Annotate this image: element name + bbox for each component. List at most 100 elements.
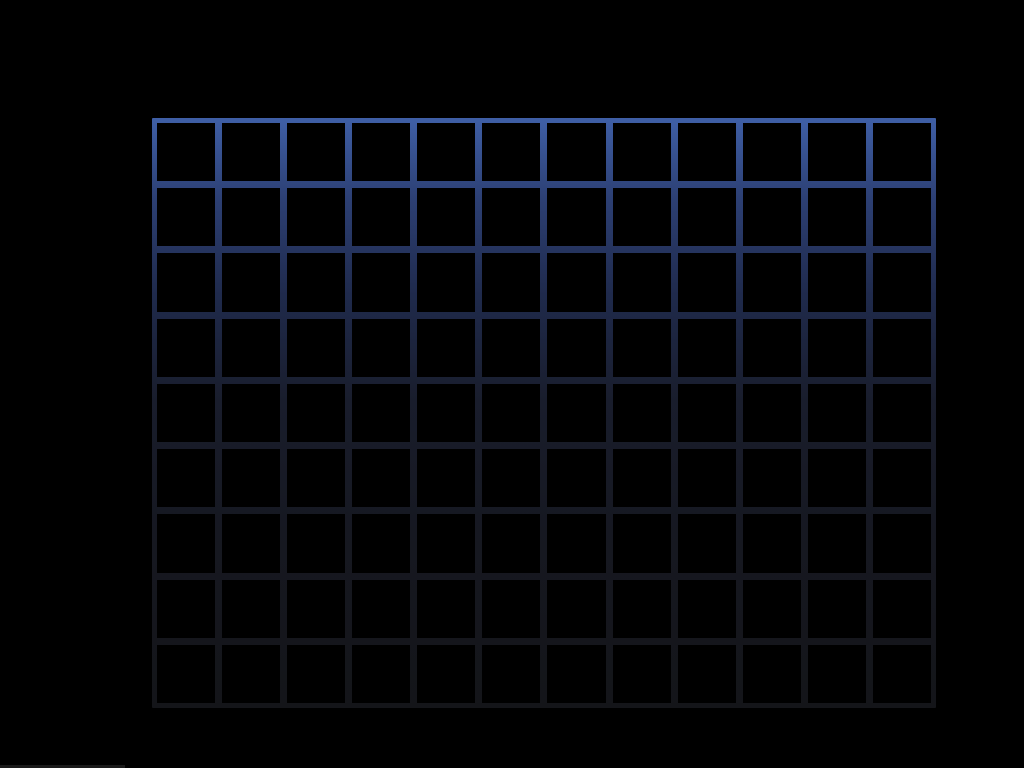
board-cell[interactable] — [547, 514, 606, 573]
board-cell[interactable] — [222, 579, 281, 638]
board-cell[interactable] — [677, 253, 736, 312]
board-cell[interactable] — [287, 123, 346, 182]
board-cell[interactable] — [612, 514, 671, 573]
board-cell[interactable] — [417, 253, 476, 312]
board-cell[interactable] — [287, 188, 346, 247]
board-cell[interactable] — [677, 644, 736, 703]
board-cell[interactable] — [807, 579, 866, 638]
board-cell[interactable] — [352, 383, 411, 443]
board-cell[interactable] — [612, 188, 671, 247]
board-cell[interactable] — [872, 318, 931, 377]
board-cell[interactable] — [677, 383, 736, 443]
board-cell[interactable] — [157, 318, 216, 377]
board-cell[interactable] — [287, 514, 346, 573]
board-cell[interactable] — [482, 123, 541, 182]
board-cell[interactable] — [352, 123, 411, 182]
board-cell[interactable] — [742, 383, 801, 443]
board-cell[interactable] — [287, 449, 346, 508]
board-cell[interactable] — [482, 188, 541, 247]
board-cell[interactable] — [157, 253, 216, 312]
board-cell[interactable] — [417, 514, 476, 573]
board-cell[interactable] — [157, 188, 216, 247]
board-cell[interactable] — [547, 318, 606, 377]
board-cell[interactable] — [482, 644, 541, 703]
board-cell[interactable] — [612, 383, 671, 443]
board-cell[interactable] — [222, 188, 281, 247]
board-cell[interactable] — [417, 579, 476, 638]
board-cell[interactable] — [417, 383, 476, 443]
board-cell[interactable] — [807, 644, 866, 703]
board-cell[interactable] — [612, 123, 671, 182]
board-cell[interactable] — [157, 383, 216, 443]
board-cell[interactable] — [807, 514, 866, 573]
board-cell[interactable] — [742, 579, 801, 638]
board-cell[interactable] — [482, 383, 541, 443]
board-cell[interactable] — [482, 579, 541, 638]
board-cell[interactable] — [222, 449, 281, 508]
board-cell[interactable] — [222, 253, 281, 312]
board-cell[interactable] — [677, 579, 736, 638]
board-cell[interactable] — [352, 253, 411, 312]
board-cell[interactable] — [352, 644, 411, 703]
board-cell[interactable] — [352, 514, 411, 573]
board-cell[interactable] — [352, 449, 411, 508]
board-cell[interactable] — [352, 318, 411, 377]
board-cell[interactable] — [482, 318, 541, 377]
board-cell[interactable] — [222, 318, 281, 377]
board-cell[interactable] — [612, 253, 671, 312]
board-cell[interactable] — [677, 449, 736, 508]
board-cell[interactable] — [547, 579, 606, 638]
board-cell[interactable] — [742, 123, 801, 182]
board-cell[interactable] — [417, 644, 476, 703]
board-cell[interactable] — [612, 579, 671, 638]
board-cell[interactable] — [482, 449, 541, 508]
board-cell[interactable] — [677, 188, 736, 247]
board-cell[interactable] — [872, 514, 931, 573]
board-cell[interactable] — [157, 123, 216, 182]
board-cell[interactable] — [287, 383, 346, 443]
board-cell[interactable] — [807, 318, 866, 377]
board-cell[interactable] — [157, 644, 216, 703]
board-cell[interactable] — [612, 449, 671, 508]
board-cell[interactable] — [742, 514, 801, 573]
board-cell[interactable] — [417, 449, 476, 508]
board-cell[interactable] — [807, 449, 866, 508]
board-cell[interactable] — [872, 188, 931, 247]
board-cell[interactable] — [417, 188, 476, 247]
board-cell[interactable] — [807, 253, 866, 312]
board-cell[interactable] — [482, 514, 541, 573]
board-cell[interactable] — [547, 188, 606, 247]
board-cell[interactable] — [417, 318, 476, 377]
board-cell[interactable] — [742, 449, 801, 508]
board-cell[interactable] — [807, 123, 866, 182]
board-cell[interactable] — [807, 188, 866, 247]
board-cell[interactable] — [742, 188, 801, 247]
board-cell[interactable] — [872, 123, 931, 182]
board-cell[interactable] — [482, 253, 541, 312]
board-cell[interactable] — [352, 579, 411, 638]
board-cell[interactable] — [872, 253, 931, 312]
board-cell[interactable] — [352, 188, 411, 247]
board-cell[interactable] — [547, 644, 606, 703]
board-cell[interactable] — [677, 318, 736, 377]
board-cell[interactable] — [547, 123, 606, 182]
board-cell[interactable] — [287, 253, 346, 312]
board-cell[interactable] — [872, 644, 931, 703]
board-cell[interactable] — [547, 449, 606, 508]
board-cell[interactable] — [872, 449, 931, 508]
board-cell[interactable] — [222, 123, 281, 182]
board-cell[interactable] — [872, 579, 931, 638]
board-cell[interactable] — [807, 383, 866, 443]
board-cell[interactable] — [872, 383, 931, 443]
board-cell[interactable] — [612, 318, 671, 377]
board-cell[interactable] — [742, 644, 801, 703]
board-cell[interactable] — [612, 644, 671, 703]
board-cell[interactable] — [157, 514, 216, 573]
board-cell[interactable] — [222, 383, 281, 443]
board-cell[interactable] — [677, 123, 736, 182]
board-cell[interactable] — [417, 123, 476, 182]
board-cell[interactable] — [157, 449, 216, 508]
board-cell[interactable] — [287, 644, 346, 703]
board-cell[interactable] — [222, 514, 281, 573]
board-cell[interactable] — [742, 253, 801, 312]
